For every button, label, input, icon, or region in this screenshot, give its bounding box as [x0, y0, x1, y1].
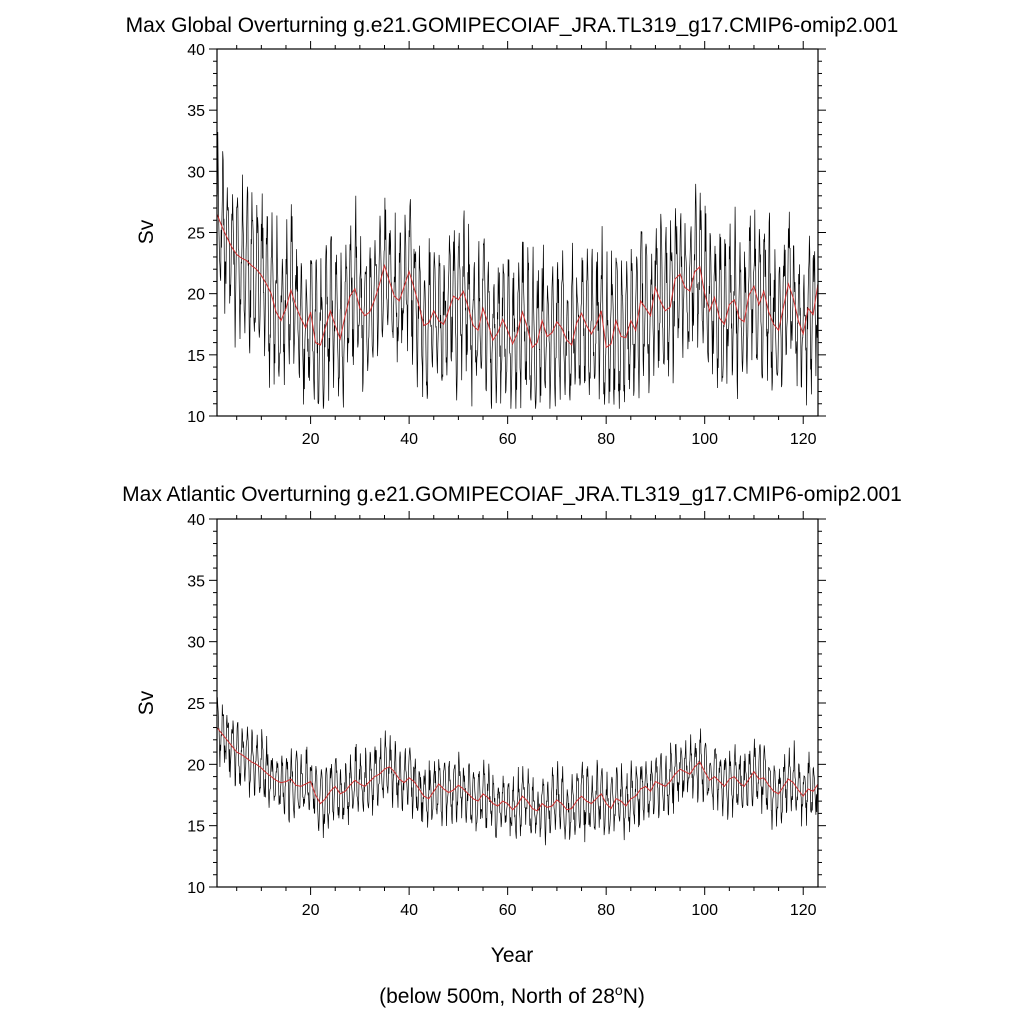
x-tick-label: 80 — [597, 431, 615, 448]
y-tick-label: 15 — [187, 348, 205, 365]
x-tick-label: 100 — [691, 431, 718, 448]
annual-mean-series — [216, 213, 819, 349]
x-tick-label: 120 — [790, 431, 817, 448]
y-tick-label: 40 — [187, 512, 205, 529]
x-tick-label: 80 — [597, 902, 615, 919]
chart-title: Max Atlantic Overturning g.e21.GOMIPECOI… — [122, 483, 902, 506]
annual-mean-line — [216, 727, 819, 812]
x-tick-label: 20 — [302, 902, 320, 919]
y-axis-ticks: 10 15 20 25 30 35 40 — [187, 42, 826, 426]
y-tick-label: 20 — [187, 757, 205, 774]
monthly-series — [216, 131, 818, 409]
x-tick-label: 60 — [499, 431, 517, 448]
subtitle-prefix: (below 500m, North of 28 — [379, 985, 615, 1008]
y-tick-label: 40 — [187, 42, 205, 59]
y-tick-label: 30 — [187, 164, 205, 181]
global-overturning-chart: Max Global Overturning g.e21.GOMIPECOIAF… — [126, 14, 899, 448]
x-tick-label: 40 — [400, 431, 418, 448]
y-tick-label: 10 — [187, 409, 205, 426]
x-tick-label: 20 — [302, 431, 320, 448]
plot-frame — [216, 48, 819, 417]
y-tick-label: 30 — [187, 635, 205, 652]
y-axis-label: Sv — [135, 219, 158, 244]
y-tick-label: 25 — [187, 226, 205, 243]
y-tick-label: 10 — [187, 880, 205, 897]
y-tick-label: 25 — [187, 696, 205, 713]
annual-mean-line — [216, 213, 819, 349]
y-axis-label: Sv — [135, 690, 158, 715]
degree-superscript: o — [615, 982, 623, 998]
x-tick-label: 120 — [790, 902, 817, 919]
monthly-line — [216, 697, 818, 846]
plot-frame — [216, 518, 819, 888]
x-axis-ticks: 20 40 60 80 100 120 — [236, 41, 817, 448]
subtitle-suffix: N) — [623, 985, 645, 1008]
figure-subtitle: (below 500m, North of 28oN) — [379, 982, 645, 1008]
x-axis-label: Year — [491, 944, 533, 967]
annual-mean-series — [216, 727, 819, 812]
y-axis-ticks: 10 15 20 25 30 35 40 — [187, 512, 826, 897]
x-tick-label: 100 — [691, 902, 718, 919]
y-tick-label: 20 — [187, 287, 205, 304]
x-axis-ticks: 20 40 60 80 100 120 — [236, 511, 817, 919]
y-tick-label: 35 — [187, 573, 205, 590]
y-tick-label: 15 — [187, 819, 205, 836]
monthly-series — [216, 697, 818, 846]
monthly-line — [216, 131, 818, 409]
y-tick-label: 35 — [187, 103, 205, 120]
atlantic-overturning-chart: Max Atlantic Overturning g.e21.GOMIPECOI… — [122, 483, 902, 967]
chart-title: Max Global Overturning g.e21.GOMIPECOIAF… — [126, 14, 899, 37]
x-tick-label: 40 — [400, 902, 418, 919]
x-tick-label: 60 — [499, 902, 517, 919]
